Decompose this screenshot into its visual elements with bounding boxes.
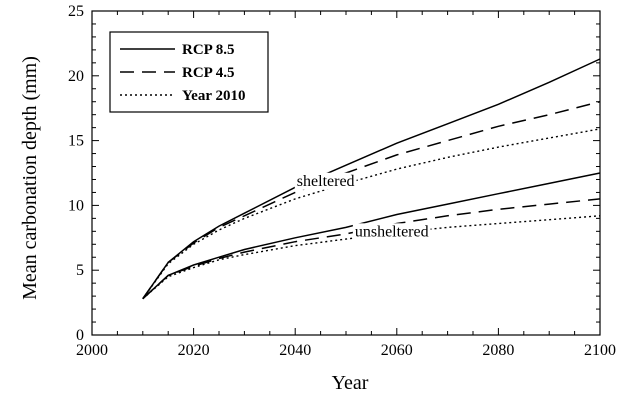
y-tick-label: 15 [68,133,84,150]
y-tick-label: 10 [68,197,84,214]
legend-label: Year 2010 [182,88,245,104]
legend-label: RCP 8.5 [182,42,235,58]
series-line-unsheltered [142,198,601,300]
x-tick-label: 2020 [178,342,210,359]
y-tick-label: 0 [76,327,84,344]
series-line-sheltered [142,128,601,300]
axis-ticks [91,10,601,336]
annotation-background [294,172,357,190]
legend-box [109,31,269,113]
tick-labels: 2000 2020 2040 2060 2080 2100 0 5 10 15 20 25 [68,3,616,359]
legend: RCP 8.5 RCP 4.5 Year 2010 [109,31,269,113]
x-tick-label: 2080 [482,342,514,359]
legend-label: RCP 4.5 [182,65,235,81]
y-tick-label: 5 [76,262,84,279]
y-tick-label: 20 [68,68,84,85]
series-line-unsheltered [142,172,601,300]
x-tick-label: 2040 [279,342,311,359]
x-tick-label: 2000 [76,342,108,359]
y-axis-label: Mean carbonation depth (mm) [19,56,41,300]
annotation-background [352,223,431,241]
series-line-sheltered [142,100,601,300]
annotation-label: sheltered [297,173,355,190]
x-tick-label: 2100 [584,342,616,359]
series-line-unsheltered [142,215,601,300]
y-tick-label: 25 [68,3,84,20]
annotations: sheltered unsheltered [294,172,431,241]
x-tick-label: 2060 [381,342,413,359]
x-axis-label: Year [332,372,369,394]
annotation-label: unsheltered [355,223,429,240]
